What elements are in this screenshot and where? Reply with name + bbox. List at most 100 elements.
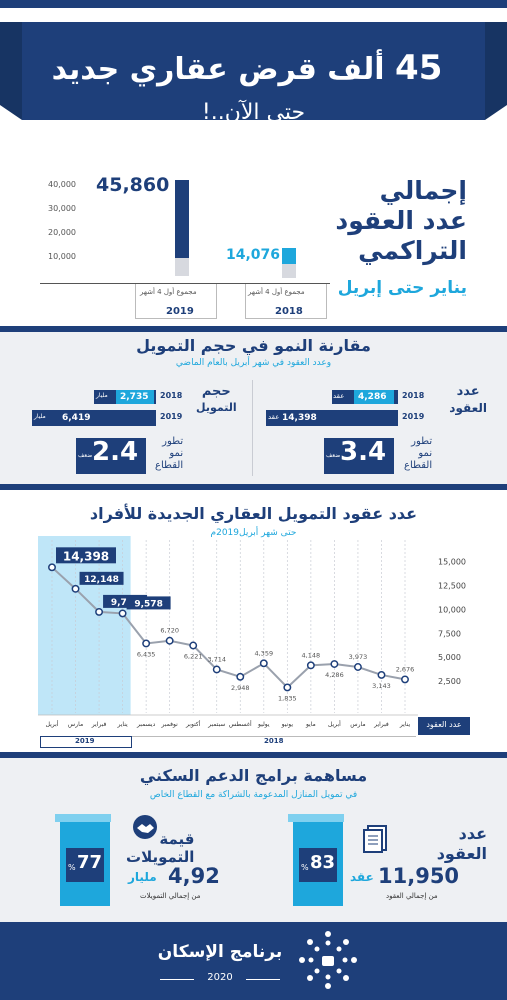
volume-multiplier-box	[76, 438, 146, 474]
data-label: 2,948	[231, 684, 250, 692]
bar-2019	[175, 180, 189, 272]
divider-2	[0, 484, 507, 490]
header-banner: 45 ألف قرض عقاري جديد حتى الآن..!	[0, 0, 507, 160]
value-tag-bg	[126, 596, 171, 610]
volume-2019-unit: مليار	[34, 413, 46, 420]
contracts-2019-value: 14,398	[282, 413, 317, 423]
y-tick-label: 5,000	[438, 653, 461, 662]
contracts-2019-unit: عقد	[268, 413, 280, 421]
support-funding-unit: مليار	[128, 870, 157, 884]
data-label: 12,148	[84, 575, 119, 585]
year-label-2018: 2018	[264, 737, 284, 745]
data-label: 4,359	[254, 649, 273, 657]
volume-growth-text: تطور نمو القطاع	[155, 436, 183, 472]
contracts-percent-sign: %	[301, 863, 309, 872]
support-contracts-label-1: عدد	[458, 824, 487, 843]
monthly-subtitle: حتى شهر أبريل2019م	[210, 528, 297, 538]
year-label-2019: 2019	[75, 737, 95, 745]
caption-frame-2019	[135, 284, 217, 319]
title-text: ألف قرض عقاري جديد	[51, 52, 385, 87]
caption-frame-2018	[245, 284, 327, 319]
x-tick-label: مارس	[350, 721, 365, 728]
data-point	[330, 660, 339, 668]
data-point	[353, 663, 362, 671]
cum-heading-line3: التراكمي	[358, 236, 467, 265]
support-funding-caption: من إجمالي التمويلات	[140, 892, 201, 900]
x-tick-label: فبراير	[91, 721, 107, 728]
data-label: 6,720	[160, 627, 179, 635]
support-contracts-label-2: العقود	[436, 844, 487, 863]
y-tick-label: 12,500	[438, 581, 466, 590]
data-point	[377, 670, 386, 679]
value-2018: 14,076	[226, 247, 281, 263]
contracts-percent: 83	[310, 852, 336, 873]
data-point	[236, 672, 245, 681]
x-tick-label: يناير	[116, 721, 128, 728]
contracts-growth-2: نمو	[418, 448, 433, 459]
document-icon	[360, 824, 390, 858]
data-point	[118, 609, 127, 618]
support-subtitle: في تمويل المنازل المدعومة بالشراكة مع ال…	[149, 790, 358, 800]
data-point	[95, 607, 104, 616]
page-title: 45 ألف قرض عقاري جديد	[47, 50, 447, 88]
growth-section: مقارنة النمو في حجم التمويل وعدد العقود …	[0, 332, 507, 484]
divider-3	[0, 752, 507, 758]
year-row-2019	[40, 736, 132, 748]
y-tick-label: 7,500	[438, 629, 461, 638]
contracts-growth-text: تطور نمو القطاع	[404, 436, 432, 472]
y-tick-label: 10,000	[438, 605, 466, 614]
value-tag-bg	[56, 547, 116, 564]
banner-shape	[0, 0, 507, 160]
volume-label: حجم التمويل	[196, 384, 237, 416]
support-funding-label: قيمة التمويلات	[126, 830, 194, 866]
year-2018: 2018	[275, 306, 303, 317]
cum-tick-2: 30,000	[48, 204, 76, 213]
data-label: 3,143	[372, 682, 391, 690]
data-point	[48, 563, 56, 572]
contracts-2019-bar	[266, 410, 398, 426]
footer-year: 2020	[207, 972, 233, 983]
contracts-2018-year: 2018	[402, 391, 425, 400]
data-point	[71, 584, 80, 593]
data-label: 3,973	[349, 653, 368, 661]
data-point	[189, 641, 198, 650]
support-funding-value: 4,92	[168, 864, 220, 888]
contracts-2018-value: 4,286	[354, 390, 394, 404]
contracts-label-2: العقود	[449, 401, 487, 415]
growth-subtitle: وعدد العقود في شهر أبريل بالعام الماضي	[175, 358, 332, 368]
data-label: 6,435	[137, 650, 156, 658]
data-label: 1,835	[278, 694, 297, 702]
contracts-growth-3: القطاع	[404, 460, 433, 471]
growth-divider	[252, 380, 253, 476]
value-2019: 45,860	[96, 174, 170, 196]
caption-2018: مجموع أول 4 أشهر	[248, 288, 305, 296]
volume-2018-year: 2018	[160, 391, 183, 400]
data-point	[165, 636, 174, 645]
funding-percent: 77	[77, 852, 103, 873]
line-chart: 15,000 12,500 10,000 7,500 5,000 2,500 14,398 1…	[38, 536, 466, 728]
page-subtitle: حتى الآن..!	[201, 100, 306, 125]
data-label: 9,736	[111, 598, 139, 608]
cum-tick-3: 20,000	[48, 228, 76, 237]
contracts-multiplier-unit: ضعف	[326, 452, 341, 459]
monthly-title: عدد عقود التمويل العقاري الجديدة للأفراد	[89, 504, 418, 523]
footer: برنامج الإسكان 2020	[0, 922, 507, 1000]
x-tick-label: ديسمبر	[136, 721, 156, 728]
title-number: 45	[395, 48, 443, 88]
x-tick-label: فبراير	[373, 721, 389, 728]
data-point	[306, 661, 315, 670]
funding-percent-sign: %	[68, 863, 76, 872]
cum-tick-4: 10,000	[48, 252, 76, 261]
monthly-section: عدد عقود التمويل العقاري الجديدة للأفراد…	[0, 490, 507, 752]
x-tick-label: نوفمبر	[161, 721, 179, 728]
data-point	[212, 665, 221, 674]
contracts-label: عدد العقود	[449, 384, 487, 416]
data-point	[142, 639, 151, 648]
x-tick-label: يونيو	[281, 721, 294, 728]
support-section: مساهمة برامج الدعم السكني في تمويل المنا…	[0, 758, 507, 922]
support-title: مساهمة برامج الدعم السكني	[139, 766, 368, 785]
x-tick-label: سبتمبر	[207, 721, 225, 728]
x-tick-label: أغسطس	[229, 720, 252, 728]
cum-heading-line2: عدد العقود	[335, 206, 467, 235]
volume-2019-value: 6,419	[62, 413, 91, 423]
